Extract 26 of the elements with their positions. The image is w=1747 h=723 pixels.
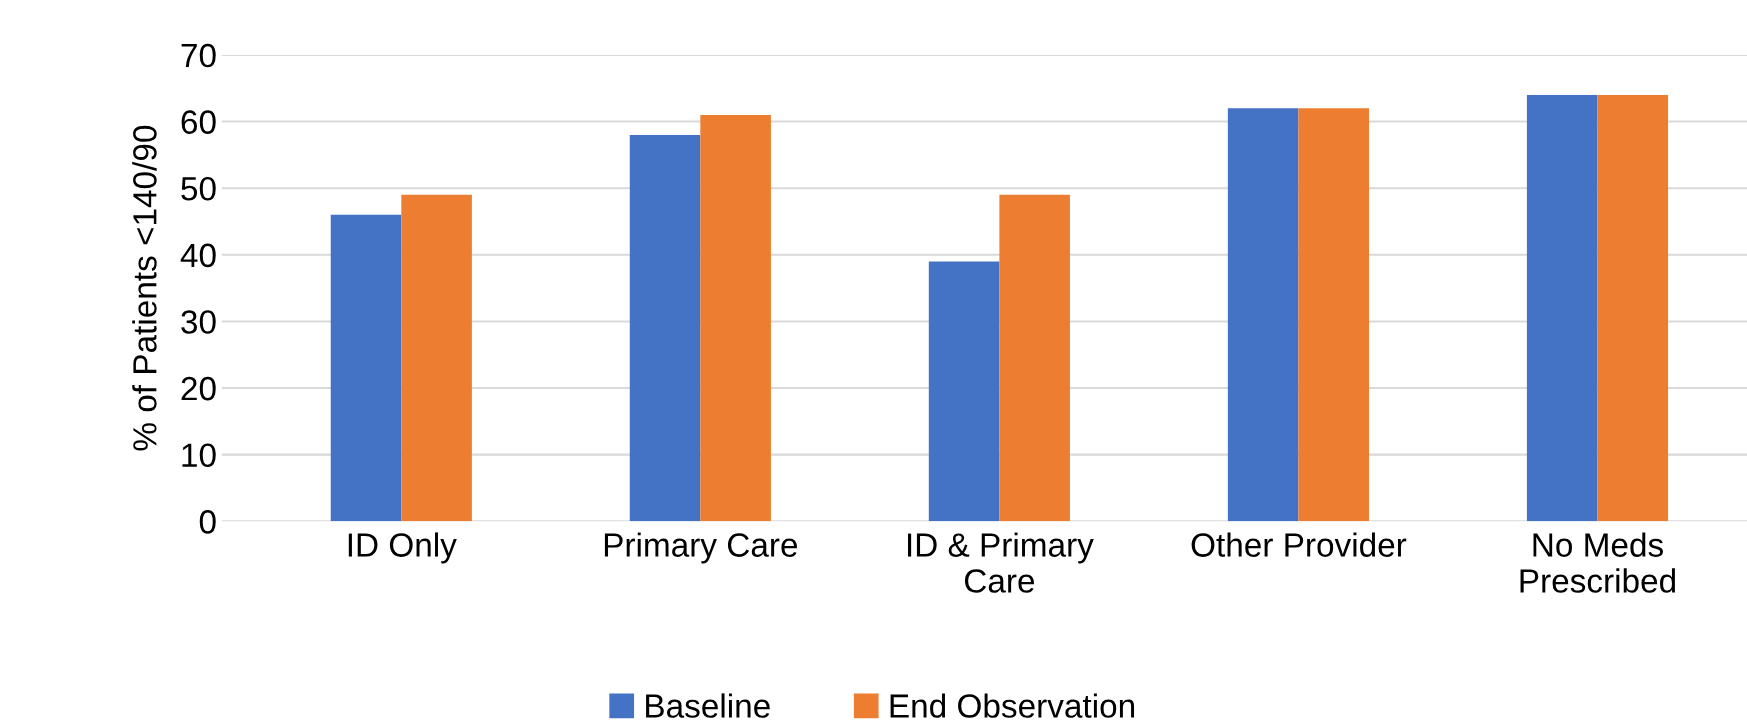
x-tick-label: ID & Primary Care — [908, 532, 1094, 593]
legend-label: Baseline — [646, 693, 770, 718]
bar — [401, 194, 472, 522]
y-tick-label: 60 — [181, 110, 216, 134]
bar — [1526, 94, 1598, 522]
y-tick-label: 30 — [181, 310, 216, 334]
legend-label: End Observation — [890, 693, 1135, 718]
bar — [330, 214, 402, 522]
x-tick-label: ID Only — [348, 532, 457, 564]
bar — [999, 194, 1070, 522]
bar — [928, 261, 1000, 522]
bar — [700, 114, 771, 522]
y-tick-label: 70 — [181, 43, 216, 68]
bar — [1597, 94, 1669, 522]
bar — [1227, 108, 1299, 522]
x-tick-label: Primary Care — [604, 532, 798, 564]
y-tick-label: 0 — [199, 510, 216, 534]
bar — [1298, 108, 1370, 522]
y-tick-label: 40 — [180, 243, 216, 268]
x-tick-label: No Meds Prescribed — [1520, 532, 1675, 593]
y-tick-label: 10 — [182, 443, 216, 468]
y-tick-label: 20 — [181, 376, 216, 401]
bar — [629, 134, 701, 522]
y-axis-title: % of Patients <140/90 — [132, 125, 157, 451]
x-tick-label: Other Provider — [1191, 532, 1407, 557]
y-tick-label: 50 — [181, 176, 216, 201]
